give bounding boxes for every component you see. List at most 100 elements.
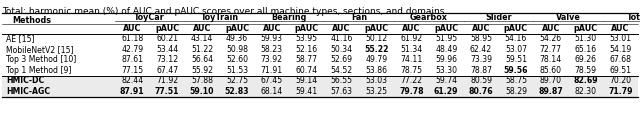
Text: AUC: AUC	[123, 24, 141, 33]
Text: 51.34: 51.34	[400, 45, 422, 54]
Text: pAUC: pAUC	[504, 24, 528, 33]
Text: 87.91: 87.91	[120, 87, 145, 96]
Text: 71.91: 71.91	[260, 66, 283, 75]
Text: 41.16: 41.16	[330, 34, 353, 43]
Text: 59.74: 59.74	[435, 76, 457, 85]
Text: 59.51: 59.51	[505, 55, 527, 64]
Text: 82.69: 82.69	[573, 76, 598, 85]
Text: 89.87: 89.87	[538, 87, 563, 96]
Text: 56.64: 56.64	[191, 55, 213, 64]
Bar	[2, 86, 638, 97]
Text: Valve: Valve	[556, 13, 580, 22]
Text: 49.79: 49.79	[365, 55, 387, 64]
Text: 53.07: 53.07	[505, 45, 527, 54]
Text: 77.22: 77.22	[400, 76, 422, 85]
Text: AUC: AUC	[402, 24, 420, 33]
Text: Total: harmonic mean (%) of AUC and pAUC scores over all machine types, sections: Total: harmonic mean (%) of AUC and pAUC…	[2, 6, 447, 15]
Text: 82.44: 82.44	[121, 76, 143, 85]
Text: 51.53: 51.53	[226, 66, 248, 75]
Text: Top 1 Method [9]: Top 1 Method [9]	[6, 66, 72, 75]
Text: 59.41: 59.41	[296, 87, 318, 96]
Text: Slider: Slider	[485, 13, 512, 22]
Text: 58.77: 58.77	[296, 55, 317, 64]
Text: 54.19: 54.19	[609, 45, 632, 54]
Text: 71.79: 71.79	[608, 87, 633, 96]
Text: 48.49: 48.49	[435, 45, 458, 54]
Text: 54.16: 54.16	[505, 34, 527, 43]
Text: 56.55: 56.55	[331, 76, 353, 85]
Text: 51.95: 51.95	[435, 34, 457, 43]
Text: 85.60: 85.60	[540, 66, 562, 75]
Text: 73.12: 73.12	[156, 55, 179, 64]
Text: 42.79: 42.79	[121, 45, 143, 54]
Text: 52.83: 52.83	[225, 87, 249, 96]
Text: 71.92: 71.92	[156, 76, 179, 85]
Text: 49.36: 49.36	[226, 34, 248, 43]
Text: 65.16: 65.16	[575, 45, 596, 54]
Text: 55.92: 55.92	[191, 66, 213, 75]
Text: Fan: Fan	[351, 13, 367, 22]
Text: 59.10: 59.10	[190, 87, 214, 96]
Text: 73.39: 73.39	[470, 55, 492, 64]
Text: 61.18: 61.18	[121, 34, 143, 43]
Text: 59.93: 59.93	[261, 34, 283, 43]
Text: 61.29: 61.29	[434, 87, 458, 96]
Text: 53.95: 53.95	[296, 34, 317, 43]
Text: 53.30: 53.30	[435, 66, 457, 75]
Text: 57.63: 57.63	[331, 87, 353, 96]
Text: 53.25: 53.25	[365, 87, 387, 96]
Text: 52.69: 52.69	[331, 55, 353, 64]
Text: 80.59: 80.59	[470, 76, 492, 85]
Text: 43.14: 43.14	[191, 34, 213, 43]
Text: AUC: AUC	[262, 24, 281, 33]
Text: 52.16: 52.16	[296, 45, 317, 54]
Text: 67.45: 67.45	[260, 76, 283, 85]
Text: 89.70: 89.70	[540, 76, 562, 85]
Text: 58.29: 58.29	[505, 87, 527, 96]
Text: 67.47: 67.47	[156, 66, 179, 75]
Text: 55.22: 55.22	[364, 45, 388, 54]
Text: 80.76: 80.76	[468, 87, 493, 96]
Text: 69.26: 69.26	[575, 55, 596, 64]
Text: AUC: AUC	[332, 24, 351, 33]
Text: Gearbox: Gearbox	[410, 13, 448, 22]
Text: Methods: Methods	[12, 16, 51, 25]
Text: 70.20: 70.20	[609, 76, 632, 85]
Text: 58.95: 58.95	[470, 34, 492, 43]
Text: pAUC: pAUC	[294, 24, 319, 33]
Text: AUC: AUC	[541, 24, 560, 33]
Text: 78.59: 78.59	[575, 66, 596, 75]
Text: Top 3 Method [10]: Top 3 Method [10]	[6, 55, 76, 64]
Text: pAUC: pAUC	[155, 24, 179, 33]
Text: 51.22: 51.22	[191, 45, 213, 54]
Text: 67.68: 67.68	[609, 55, 632, 64]
Text: pAUC: pAUC	[434, 24, 458, 33]
Text: 68.14: 68.14	[260, 87, 283, 96]
Text: 50.34: 50.34	[330, 45, 353, 54]
Text: 82.30: 82.30	[575, 87, 596, 96]
Text: 78.75: 78.75	[400, 66, 422, 75]
Text: 58.75: 58.75	[505, 76, 527, 85]
Text: Total: Total	[627, 13, 640, 22]
Text: 54.52: 54.52	[330, 66, 353, 75]
Text: 59.14: 59.14	[296, 76, 318, 85]
Text: pAUC: pAUC	[573, 24, 598, 33]
Text: 72.77: 72.77	[540, 45, 562, 54]
Text: pAUC: pAUC	[364, 24, 388, 33]
Text: 54.26: 54.26	[540, 34, 562, 43]
Text: 62.42: 62.42	[470, 45, 492, 54]
Text: 87.61: 87.61	[121, 55, 143, 64]
Text: 58.23: 58.23	[261, 45, 283, 54]
Text: 50.12: 50.12	[365, 34, 387, 43]
Text: 52.75: 52.75	[226, 76, 248, 85]
Text: 73.92: 73.92	[261, 55, 283, 64]
Text: AUC: AUC	[611, 24, 630, 33]
Text: 52.60: 52.60	[226, 55, 248, 64]
Text: ToyTrain: ToyTrain	[200, 13, 239, 22]
Text: 53.86: 53.86	[365, 66, 387, 75]
Text: AUC: AUC	[193, 24, 211, 33]
Text: 59.96: 59.96	[435, 55, 457, 64]
Text: Bearing: Bearing	[271, 13, 307, 22]
Text: pAUC: pAUC	[225, 24, 249, 33]
Text: 53.01: 53.01	[609, 34, 632, 43]
